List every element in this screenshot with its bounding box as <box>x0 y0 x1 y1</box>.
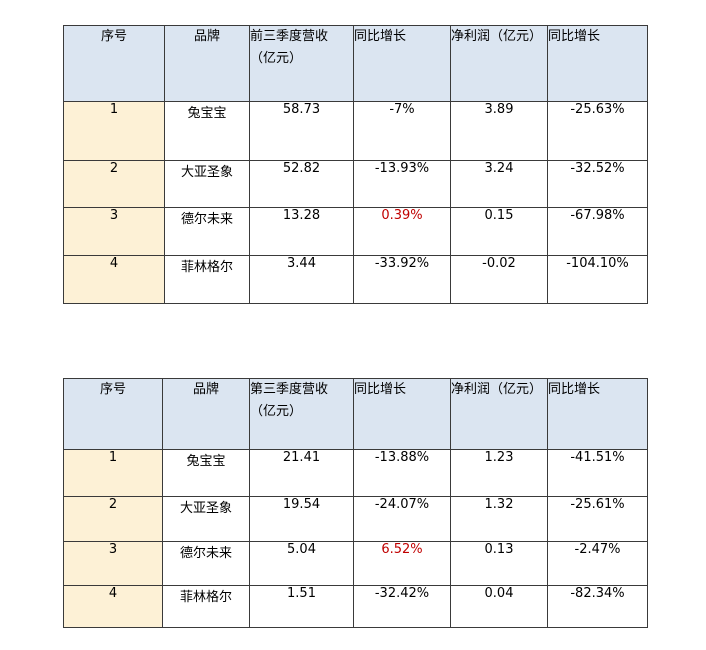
row-net-profit: 0.13 <box>450 541 548 586</box>
row-index: 1 <box>63 101 165 161</box>
row-brand: 大亚圣象 <box>164 160 250 208</box>
row-net-profit: 1.23 <box>450 449 548 497</box>
header-revenue-growth: 同比增长 <box>353 378 451 450</box>
header-index: 序号 <box>63 25 165 102</box>
table-header-row: 序号 品牌 前三季度营收（亿元） 同比增长 净利润（亿元） 同比增长 <box>63 25 648 102</box>
row-net-profit: 0.04 <box>450 585 548 628</box>
header-revenue-growth: 同比增长 <box>353 25 451 102</box>
row-revenue-growth: -7% <box>353 101 451 161</box>
row-index: 3 <box>63 207 165 256</box>
row-revenue: 19.54 <box>249 496 354 542</box>
revenue-table-third-quarter: 序号 品牌 第三季度营收（亿元） 同比增长 净利润（亿元） 同比增长 1 兔宝宝… <box>63 378 648 628</box>
row-index: 2 <box>63 496 163 542</box>
row-revenue-growth: 0.39% <box>353 207 451 256</box>
row-index: 4 <box>63 585 163 628</box>
header-revenue: 前三季度营收（亿元） <box>249 25 354 102</box>
row-revenue: 21.41 <box>249 449 354 497</box>
row-index: 4 <box>63 255 165 304</box>
table-row: 2 大亚圣象 52.82 -13.93% 3.24 -32.52% <box>63 160 648 208</box>
row-index: 2 <box>63 160 165 208</box>
row-brand: 兔宝宝 <box>164 101 250 161</box>
row-revenue-growth: 6.52% <box>353 541 451 586</box>
table-row: 3 德尔未来 13.28 0.39% 0.15 -67.98% <box>63 207 648 256</box>
row-profit-growth: -25.61% <box>547 496 648 542</box>
row-revenue: 52.82 <box>249 160 354 208</box>
table-row: 1 兔宝宝 21.41 -13.88% 1.23 -41.51% <box>63 449 648 497</box>
row-revenue-growth: -13.93% <box>353 160 451 208</box>
row-brand: 兔宝宝 <box>162 449 250 497</box>
row-profit-growth: -41.51% <box>547 449 648 497</box>
table-header-row: 序号 品牌 第三季度营收（亿元） 同比增长 净利润（亿元） 同比增长 <box>63 378 648 450</box>
header-net-profit: 净利润（亿元） <box>450 378 548 450</box>
table-row: 2 大亚圣象 19.54 -24.07% 1.32 -25.61% <box>63 496 648 542</box>
row-profit-growth: -82.34% <box>547 585 648 628</box>
table-row: 4 菲林格尔 3.44 -33.92% -0.02 -104.10% <box>63 255 648 304</box>
row-profit-growth: -2.47% <box>547 541 648 586</box>
header-profit-growth: 同比增长 <box>547 378 648 450</box>
row-index: 1 <box>63 449 163 497</box>
row-brand: 大亚圣象 <box>162 496 250 542</box>
row-brand: 菲林格尔 <box>164 255 250 304</box>
row-net-profit: -0.02 <box>450 255 548 304</box>
header-index: 序号 <box>63 378 163 450</box>
header-net-profit: 净利润（亿元） <box>450 25 548 102</box>
header-brand: 品牌 <box>164 25 250 102</box>
row-revenue: 1.51 <box>249 585 354 628</box>
row-profit-growth: -67.98% <box>547 207 648 256</box>
row-net-profit: 0.15 <box>450 207 548 256</box>
row-brand: 菲林格尔 <box>162 585 250 628</box>
row-revenue: 13.28 <box>249 207 354 256</box>
row-net-profit: 3.89 <box>450 101 548 161</box>
header-revenue: 第三季度营收（亿元） <box>249 378 354 450</box>
row-brand: 德尔未来 <box>162 541 250 586</box>
row-revenue: 58.73 <box>249 101 354 161</box>
row-revenue-growth: -32.42% <box>353 585 451 628</box>
row-brand: 德尔未来 <box>164 207 250 256</box>
row-profit-growth: -104.10% <box>547 255 648 304</box>
row-revenue-growth: -24.07% <box>353 496 451 542</box>
table-row: 3 德尔未来 5.04 6.52% 0.13 -2.47% <box>63 541 648 586</box>
row-revenue-growth: -33.92% <box>353 255 451 304</box>
revenue-table-first-three-quarters: 序号 品牌 前三季度营收（亿元） 同比增长 净利润（亿元） 同比增长 1 兔宝宝… <box>63 25 648 304</box>
header-brand: 品牌 <box>162 378 250 450</box>
row-profit-growth: -25.63% <box>547 101 648 161</box>
row-net-profit: 1.32 <box>450 496 548 542</box>
table-row: 4 菲林格尔 1.51 -32.42% 0.04 -82.34% <box>63 585 648 628</box>
row-index: 3 <box>63 541 163 586</box>
row-revenue: 5.04 <box>249 541 354 586</box>
row-revenue-growth: -13.88% <box>353 449 451 497</box>
row-revenue: 3.44 <box>249 255 354 304</box>
row-profit-growth: -32.52% <box>547 160 648 208</box>
header-profit-growth: 同比增长 <box>547 25 648 102</box>
table-row: 1 兔宝宝 58.73 -7% 3.89 -25.63% <box>63 101 648 161</box>
row-net-profit: 3.24 <box>450 160 548 208</box>
